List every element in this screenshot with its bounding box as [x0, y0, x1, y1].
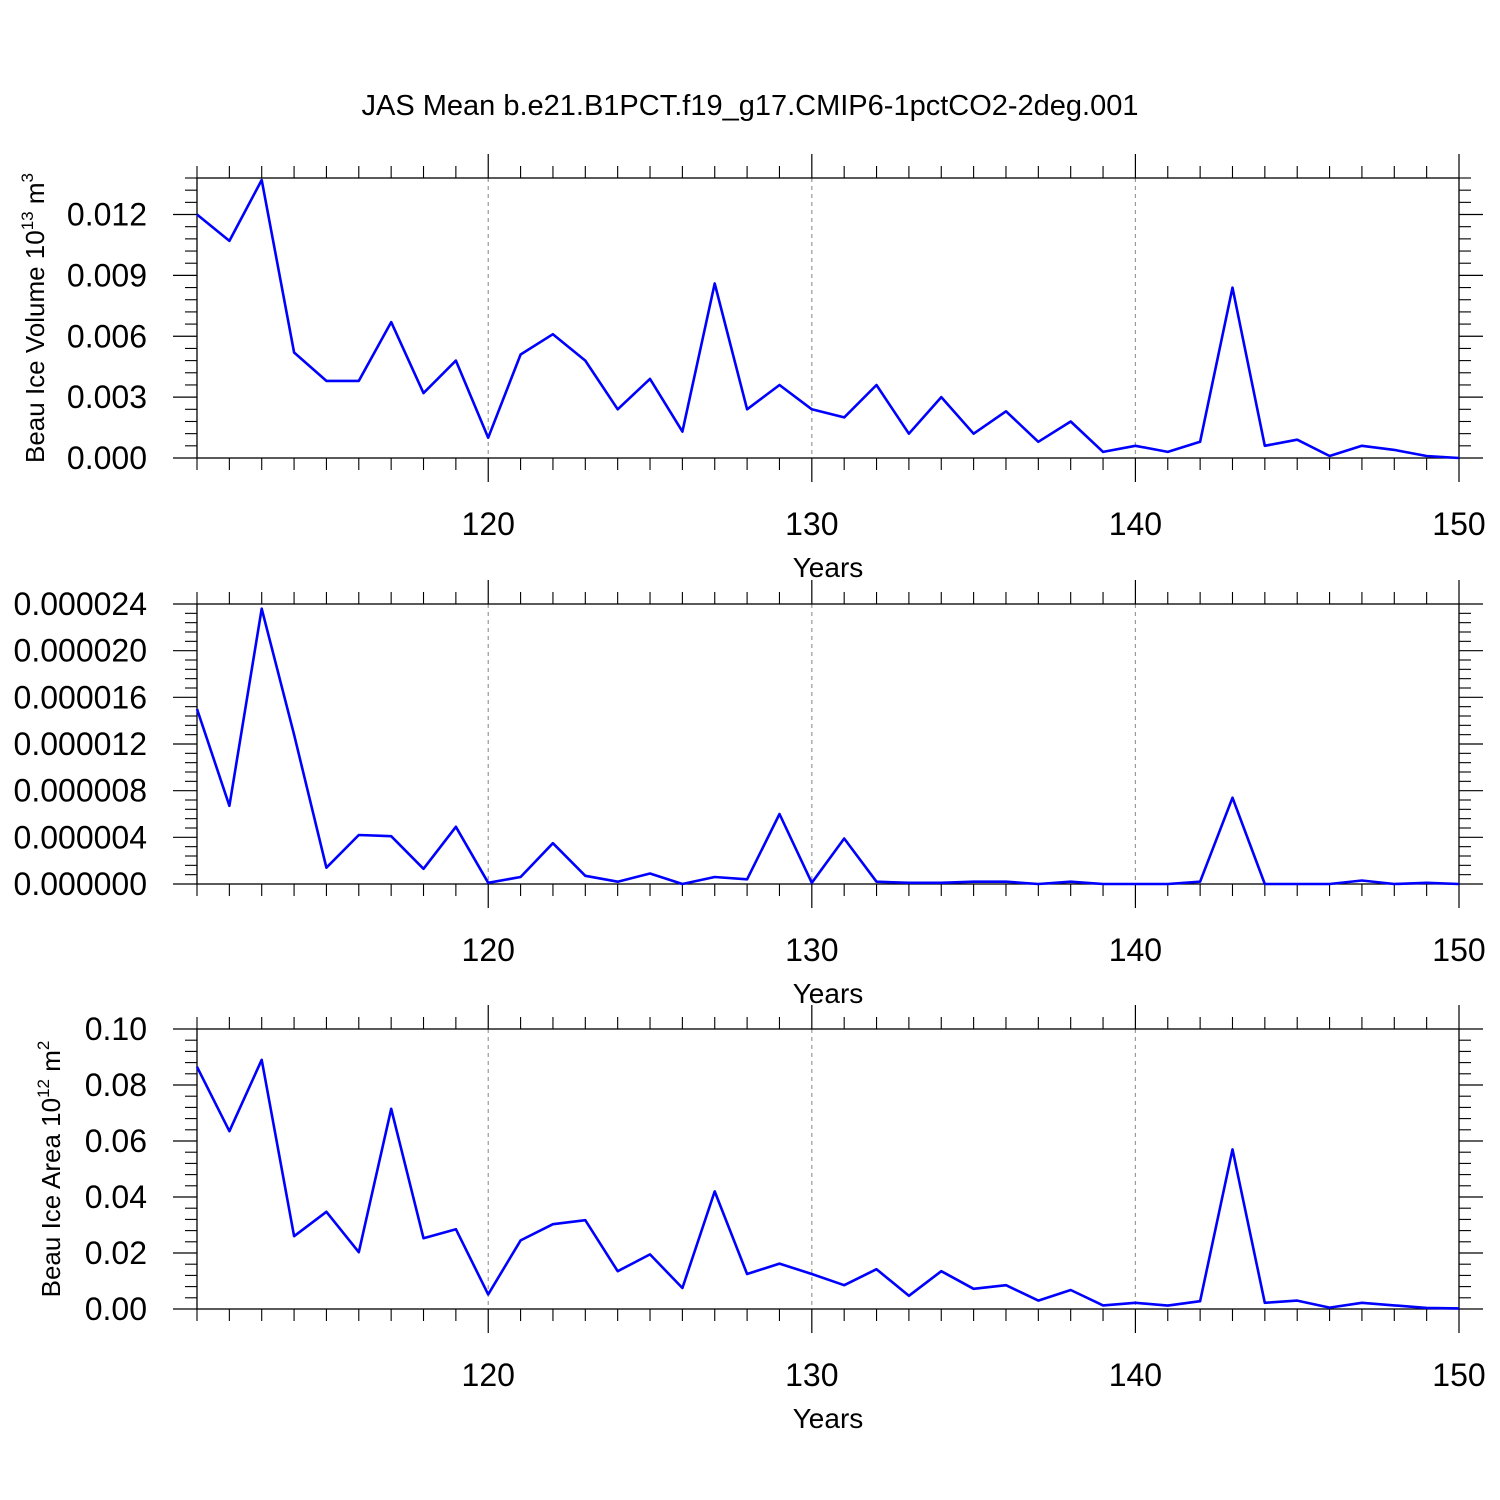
x-tick-label: 140 [1109, 1357, 1162, 1393]
y-tick-label: 0.006 [67, 318, 147, 354]
x-tick-label: 150 [1432, 506, 1485, 542]
y-tick-label: 0.000 [67, 440, 147, 476]
x-tick-label: 140 [1109, 932, 1162, 968]
y-tick-label: 0.10 [85, 1011, 147, 1047]
y-tick-label: 0.000024 [14, 586, 147, 622]
y-tick-label: 0.012 [67, 197, 147, 233]
plot-frame [196, 1028, 1460, 1310]
x-tick-label: 120 [462, 1357, 515, 1393]
y-axis-label: Beau Ice Volume 1013 m3 [18, 173, 50, 463]
series-line [195, 1058, 1460, 1310]
y-tick-label: 0.04 [85, 1179, 147, 1215]
x-tick-label: 120 [462, 506, 515, 542]
chart-panel-3: 120 130 140 150 Years 0.00 0.02 0.04 0.06 0.08 0.1… [34, 1005, 1486, 1434]
chart-panel-2: 120 130 140 150 Years 0.000000 0.000004 0.00000… [14, 580, 1486, 1009]
x-tick-label: 150 [1432, 932, 1485, 968]
y-tick-label: 0.000004 [14, 819, 147, 855]
plot-frame [196, 603, 1460, 885]
series-line [195, 607, 1460, 886]
y-tick-label: 0.009 [67, 257, 147, 293]
x-axis-label: Years [793, 1403, 864, 1434]
x-tick-label: 130 [785, 506, 838, 542]
chart-panel-1: 120 130 140 150 Years 0.000 0.003 0.006 0.009 0.0… [18, 154, 1486, 583]
x-axis-label: Years [793, 552, 864, 583]
y-tick-label: 0.00 [85, 1291, 147, 1327]
x-tick-label: 130 [785, 1357, 838, 1393]
y-tick-label: 0.06 [85, 1123, 147, 1159]
series-line [196, 178, 1460, 460]
x-tick-label: 130 [785, 932, 838, 968]
y-tick-label: 0.000020 [14, 633, 147, 669]
y-tick-label: 0.000016 [14, 679, 147, 715]
plot-frame [196, 177, 1460, 459]
y-axis-label: Beau Ice Area 1012 m2 [34, 1041, 66, 1298]
y-tick-label: 0.003 [67, 379, 147, 415]
y-tick-label: 0.000000 [14, 866, 147, 902]
y-tick-label: 0.08 [85, 1067, 147, 1103]
x-axis-label: Years [793, 978, 864, 1009]
chart-title: JAS Mean b.e21.B1PCT.f19_g17.CMIP6-1pctC… [361, 90, 1138, 122]
y-tick-label: 0.000012 [14, 726, 147, 762]
y-tick-label: 0.000008 [14, 773, 147, 809]
x-tick-label: 120 [462, 932, 515, 968]
x-tick-label: 150 [1432, 1357, 1485, 1393]
x-tick-label: 140 [1109, 506, 1162, 542]
y-tick-label: 0.02 [85, 1235, 147, 1271]
